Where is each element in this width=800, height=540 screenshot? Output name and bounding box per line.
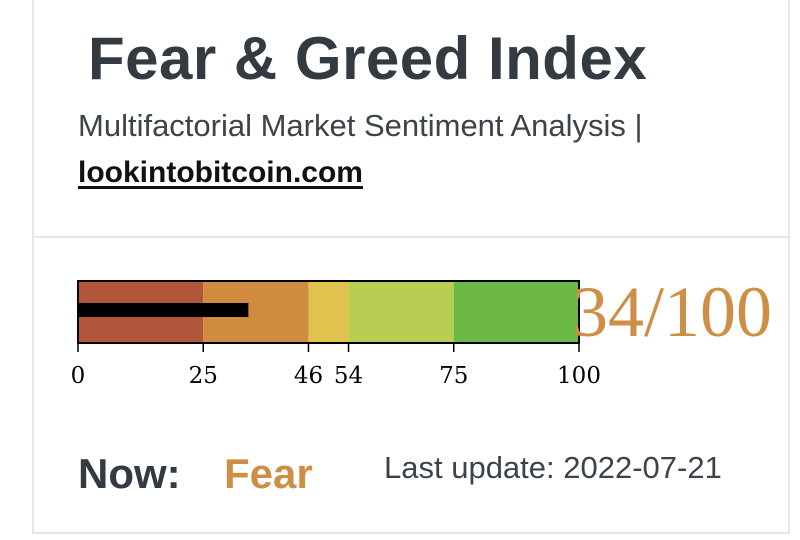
gauge-value-bar bbox=[78, 303, 249, 317]
gauge-tick-label-1: 25 bbox=[189, 363, 218, 389]
gauge-zone-4 bbox=[453, 281, 579, 343]
gauge-tick-label-2: 46 bbox=[294, 363, 323, 389]
gauge-tick-label-4: 75 bbox=[439, 363, 468, 389]
gauge-zone-2 bbox=[308, 281, 349, 343]
card-header: Fear & Greed Index Multifactorial Market… bbox=[34, 0, 788, 238]
gauge-score-text: 34/100 bbox=[572, 272, 772, 352]
page-title: Fear & Greed Index bbox=[88, 25, 648, 92]
now-label: Now: bbox=[78, 450, 181, 497]
gauge-zone-3 bbox=[348, 281, 454, 343]
gauge-tick-label-5: 100 bbox=[557, 363, 601, 389]
sentiment-gauge: 0 25 46 54 75 100 34/100 bbox=[71, 272, 772, 389]
fear-greed-card: Fear & Greed Index Multifactorial Market… bbox=[32, 0, 790, 534]
gauge-tick-label-0: 0 bbox=[71, 363, 86, 389]
now-value: Fear bbox=[224, 450, 313, 497]
page-subtitle: Multifactorial Market Sentiment Analysis… bbox=[78, 108, 643, 143]
last-update: Last update: 2022-07-21 bbox=[384, 450, 722, 485]
source-link[interactable]: lookintobitcoin.com bbox=[78, 156, 363, 189]
gauge-tick-label-3: 54 bbox=[334, 363, 363, 389]
